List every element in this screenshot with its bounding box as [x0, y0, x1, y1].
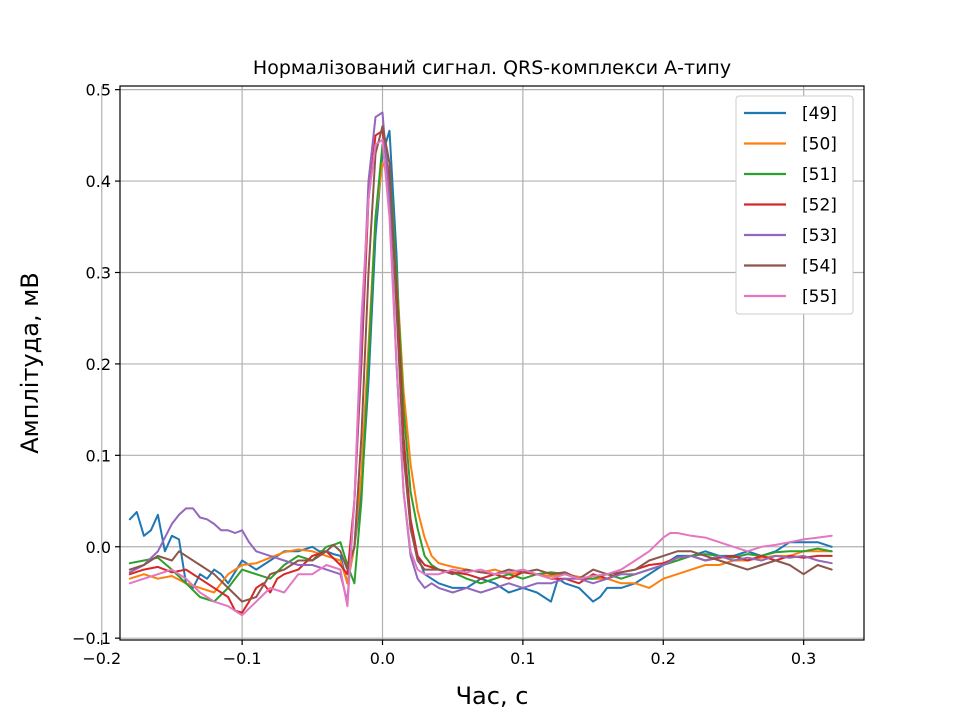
series-line-55 — [128, 138, 833, 617]
legend-box — [735, 95, 854, 315]
y-tick-label: 0.0 — [86, 538, 111, 557]
x-tick-label: 0.1 — [510, 649, 535, 668]
chart-title: Нормалізований сигнал. QRS-комплекси А-т… — [253, 57, 731, 79]
y-tick-label: 0.5 — [86, 81, 111, 100]
x-axis: −0.2 −0.1 0.0 0.1 0.2 0.3 — [82, 640, 816, 668]
legend-label: [49] — [802, 104, 837, 124]
y-tick-label: 0.1 — [86, 446, 111, 465]
y-tick-label: −0.1 — [72, 629, 111, 648]
legend-label: [54] — [802, 257, 837, 277]
legend-label: [55] — [802, 287, 837, 307]
y-tick-label: 0.4 — [86, 172, 111, 191]
legend-label: [52] — [802, 196, 837, 216]
series-layer — [128, 111, 833, 617]
legend-label: [53] — [802, 226, 837, 246]
legend: [49] [50] [51] [52] [53] [54] [55] — [735, 95, 854, 315]
y-tick-label: 0.2 — [86, 355, 111, 374]
y-axis-label: Амплітуда, мВ — [16, 272, 44, 454]
series-line-51 — [128, 143, 833, 603]
x-tick-label: 0.2 — [651, 649, 676, 668]
y-axis: −0.1 0.0 0.1 0.2 0.3 0.4 0.5 — [72, 81, 120, 648]
x-tick-label: −0.2 — [82, 649, 121, 668]
series-line-50 — [128, 161, 833, 594]
legend-label: [51] — [802, 165, 837, 185]
x-tick-label: 0.3 — [791, 649, 816, 668]
series-line-54 — [128, 125, 833, 603]
x-tick-label: −0.1 — [223, 649, 262, 668]
series-line-53 — [128, 111, 833, 603]
y-tick-label: 0.3 — [86, 263, 111, 282]
x-axis-label: Час, с — [456, 682, 529, 710]
plot-frame — [119, 85, 865, 641]
legend-label: [50] — [802, 135, 837, 155]
x-tick-label: 0.0 — [370, 649, 395, 668]
